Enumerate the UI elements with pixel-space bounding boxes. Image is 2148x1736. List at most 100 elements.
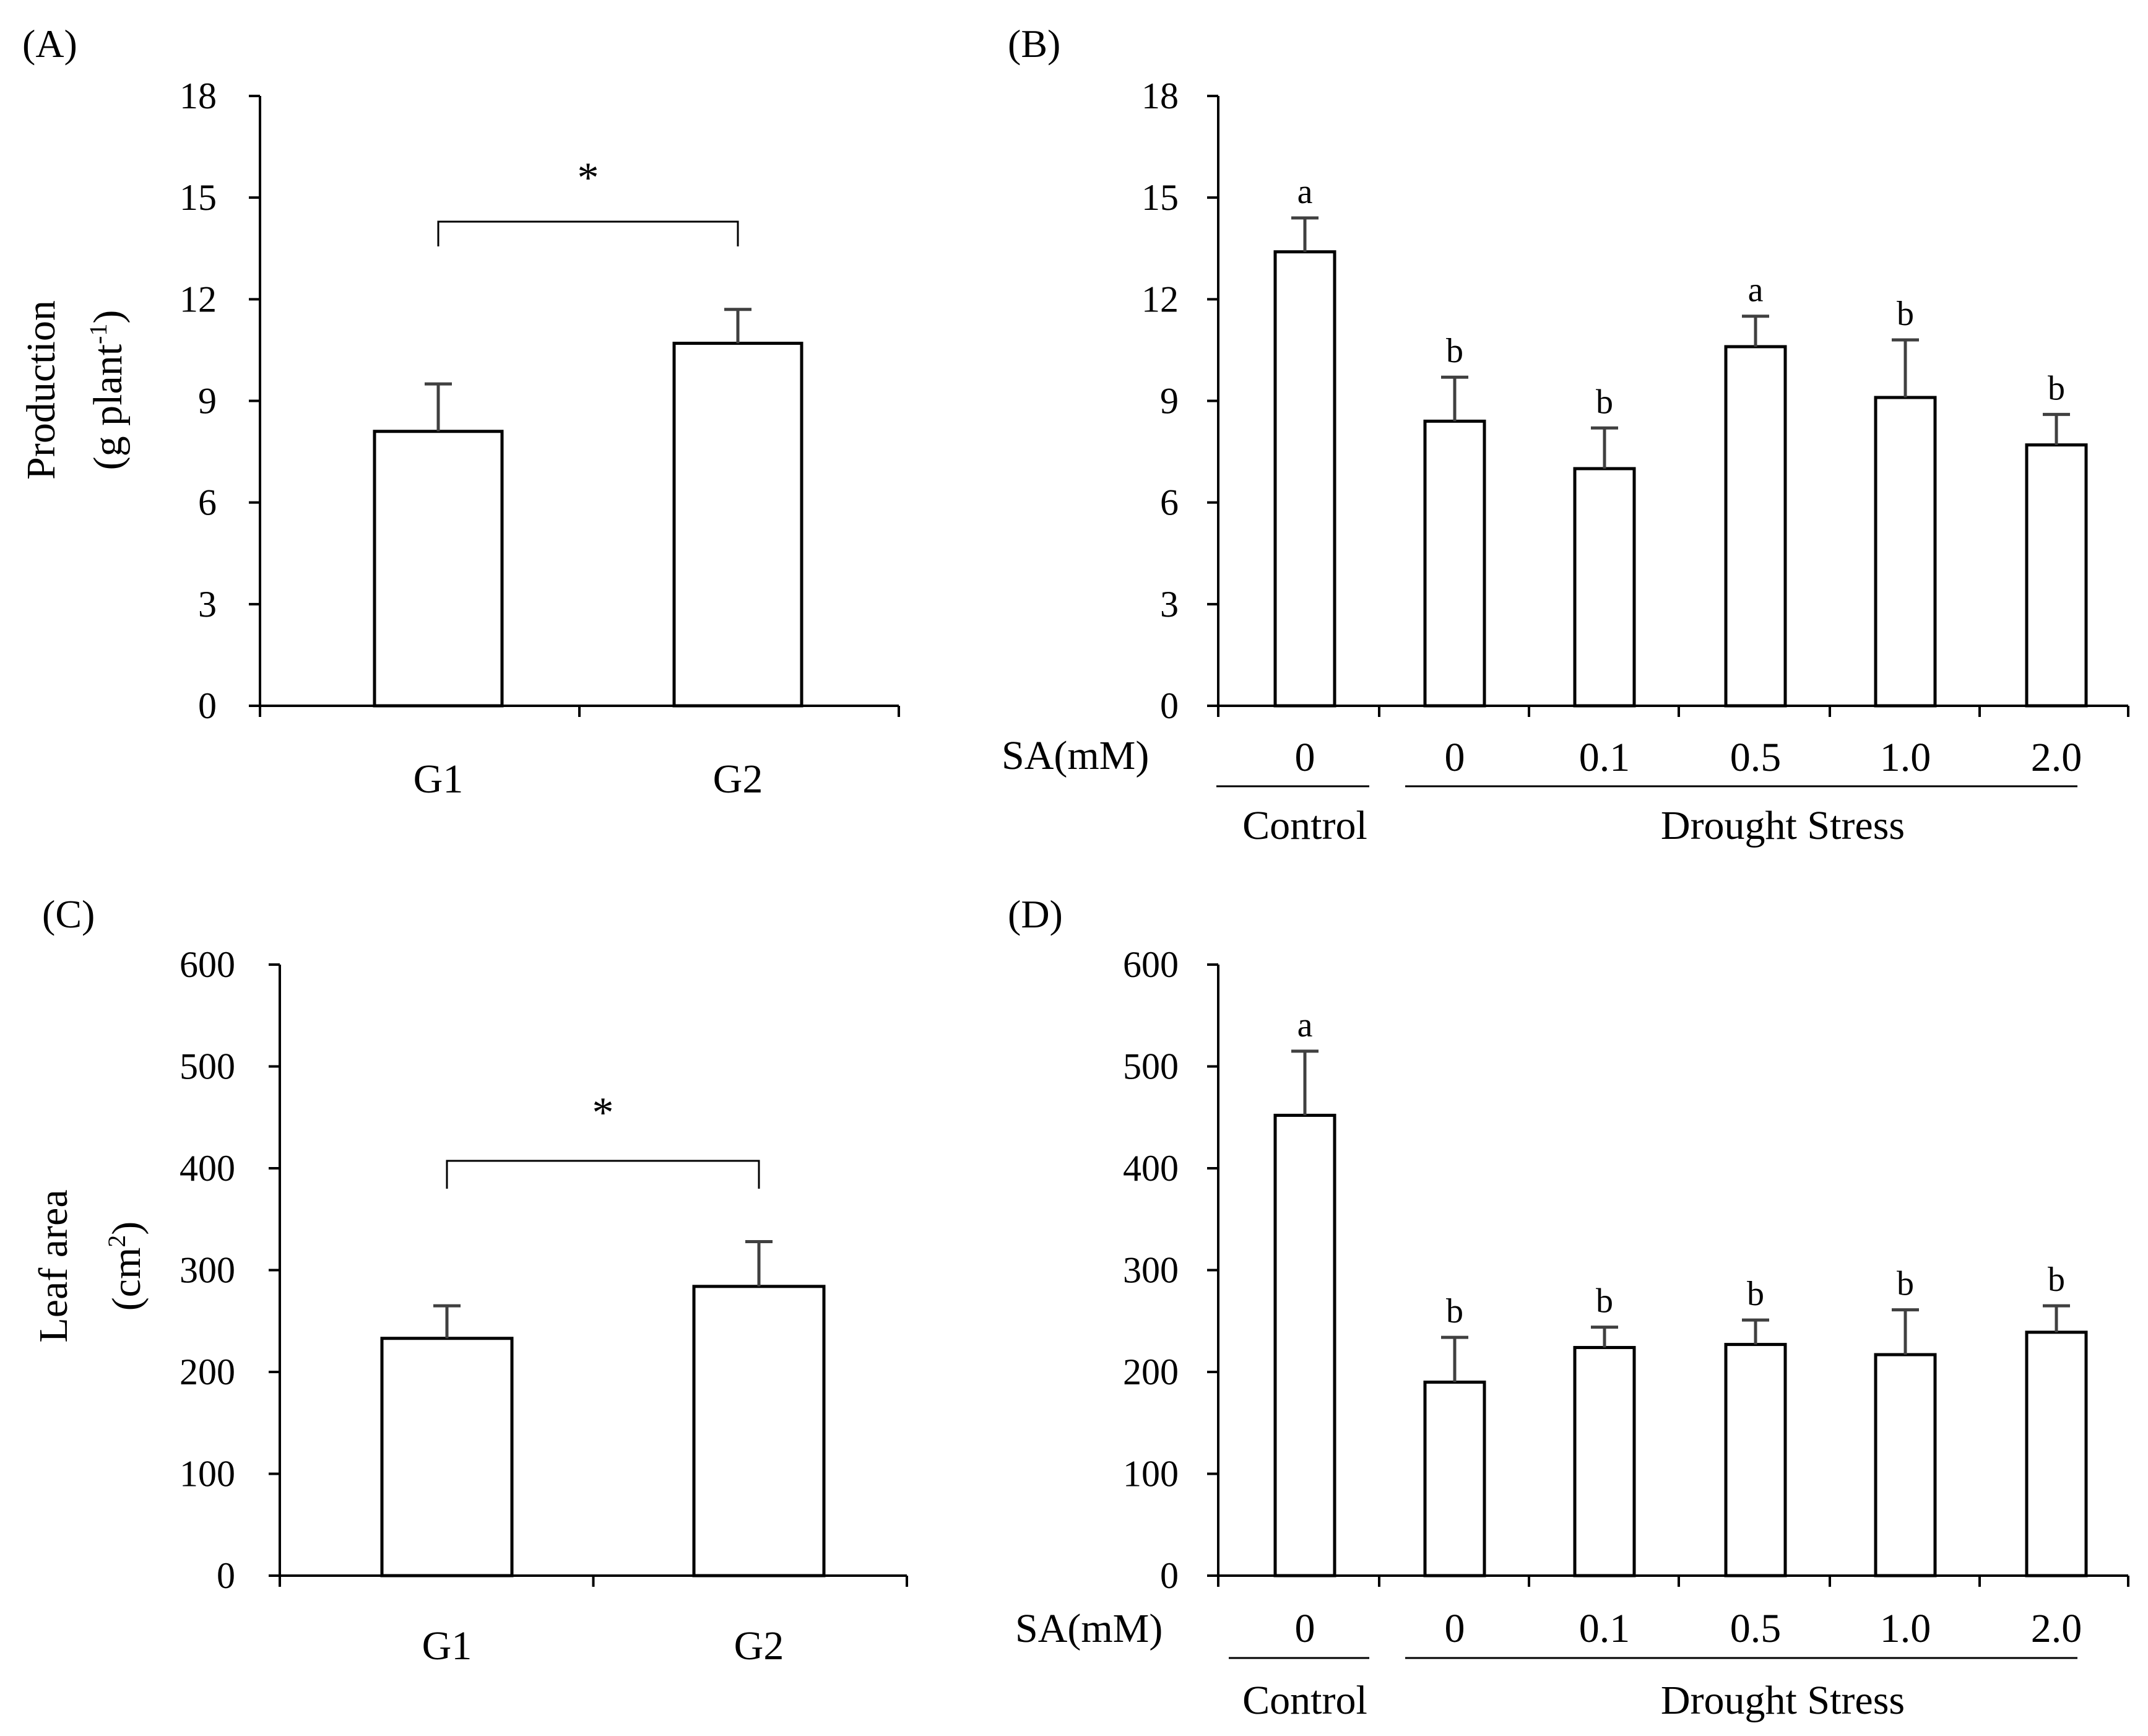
- bar: [672, 341, 803, 708]
- y-tick-label: 600: [1123, 944, 1179, 985]
- y-axis-title: Production: [19, 300, 64, 480]
- y-tick-label: 0: [198, 685, 217, 726]
- y-axis-title: Leaf area: [31, 1189, 76, 1342]
- x-category-label: 1.0: [1880, 735, 1931, 780]
- y-tick-label: 6: [1160, 482, 1179, 523]
- x-category-label: G1: [414, 757, 464, 802]
- significance-letter: a: [1297, 173, 1313, 211]
- y-axis-unit-main: (g plant: [85, 344, 131, 470]
- significance-letter: b: [1596, 1282, 1613, 1321]
- y-tick-label: 12: [180, 279, 217, 319]
- significance-letter: b: [2048, 369, 2065, 407]
- significance-letter: b: [1446, 332, 1463, 370]
- significance-letter: a: [1297, 1006, 1313, 1044]
- bar: [1273, 250, 1336, 708]
- bar: [1573, 467, 1636, 708]
- x-category-label: 0: [1295, 1606, 1315, 1651]
- x-category-label: 0.5: [1730, 735, 1782, 780]
- panel-a-production-by-genotype: (A) Production (g plant-1) 0 3 6 9 12 15 18 G1 G…: [19, 22, 900, 802]
- bar: [2025, 1330, 2088, 1578]
- y-tick-label: 3: [198, 584, 217, 625]
- bar: [692, 1285, 826, 1578]
- y-tick-label: 200: [1123, 1352, 1179, 1392]
- y-tick-label: 500: [1123, 1046, 1179, 1087]
- bar: [1423, 1380, 1486, 1578]
- y-axis-unit-superscript: 2: [103, 1235, 131, 1248]
- drought-group-label: Drought Stress: [1661, 1678, 1905, 1723]
- bar: [373, 430, 504, 708]
- y-axis-unit-close: ): [85, 310, 131, 324]
- x-category-label: 0.1: [1579, 1606, 1630, 1651]
- panel-label: (D): [1008, 892, 1063, 936]
- panel-label: (B): [1008, 22, 1060, 66]
- y-axis-title-line1: Leaf area: [31, 1189, 76, 1342]
- bar: [1573, 1346, 1636, 1578]
- significance-star: *: [592, 1089, 614, 1137]
- significance-bracket: [446, 1160, 760, 1189]
- y-tick-label: 9: [1160, 381, 1179, 422]
- significance-bracket: [437, 220, 739, 246]
- control-group-label: Control: [1242, 1678, 1367, 1723]
- x-category-label: 0: [1445, 735, 1465, 780]
- significance-letter: b: [1596, 383, 1613, 421]
- y-tick-label: 200: [180, 1352, 235, 1392]
- x-category-label: 2.0: [2031, 735, 2082, 780]
- y-tick-label: 12: [1141, 279, 1179, 319]
- bar: [1874, 1353, 1937, 1578]
- panel-label: (A): [22, 22, 77, 66]
- x-category-label: G1: [422, 1623, 472, 1669]
- sa-axis-title: SA(mM): [1002, 733, 1149, 778]
- y-tick-label: 3: [1160, 584, 1179, 625]
- y-tick-label: 600: [180, 944, 235, 985]
- y-axis-unit: (cm2): [103, 1222, 149, 1311]
- y-axis-unit-text: (cm2): [103, 1222, 149, 1311]
- significance-letter: b: [1897, 1265, 1914, 1303]
- y-axis-unit-main: (cm: [104, 1248, 149, 1311]
- x-category-label: 1.0: [1880, 1606, 1931, 1651]
- panel-c-leaf-area-by-genotype: (C) Leaf area (cm2) 0 100 200 300 400 500 600 G…: [31, 892, 908, 1669]
- y-tick-label: 15: [1141, 177, 1179, 218]
- x-category-label: 2.0: [2031, 1606, 2082, 1651]
- y-tick-label: 18: [180, 76, 217, 116]
- y-tick-label: 6: [198, 482, 217, 523]
- control-group-label: Control: [1242, 803, 1367, 848]
- bar: [2025, 443, 2088, 708]
- y-tick-label: 18: [1141, 76, 1179, 116]
- y-axis-unit-close: ): [104, 1222, 149, 1235]
- y-axis-unit: (g plant-1): [84, 310, 131, 471]
- x-category-label: G2: [734, 1623, 784, 1669]
- y-tick-label: 9: [198, 381, 217, 422]
- bar: [1724, 345, 1787, 708]
- significance-letter: b: [1897, 295, 1914, 333]
- drought-group-label: Drought Stress: [1661, 803, 1905, 848]
- significance-star: *: [578, 154, 599, 202]
- y-axis-unit-superscript: -1: [84, 324, 112, 344]
- x-category-label: 0.5: [1730, 1606, 1782, 1651]
- x-category-label: 0: [1445, 1606, 1465, 1651]
- y-tick-label: 15: [180, 177, 217, 218]
- y-axis-title-line1: Production: [19, 300, 64, 480]
- significance-letter: a: [1748, 271, 1764, 310]
- significance-letter: b: [2048, 1261, 2065, 1299]
- panel-label: (C): [42, 892, 95, 936]
- y-tick-label: 100: [1123, 1454, 1179, 1495]
- y-tick-label: 500: [180, 1046, 235, 1087]
- sa-axis-title: SA(mM): [1015, 1606, 1163, 1651]
- panel-d-leaf-area-by-treatment: (D) SA(mM) Control Drought Stress 0 100 20…: [1008, 892, 2129, 1723]
- y-tick-label: 0: [217, 1555, 235, 1596]
- bar: [1724, 1343, 1787, 1578]
- bar: [1273, 1113, 1336, 1578]
- panel-b-production-by-treatment: (B) SA(mM) Control Drought Stress 0 3 6 9 12…: [1002, 22, 2129, 848]
- significance-letter: b: [1446, 1292, 1463, 1330]
- y-tick-label: 300: [180, 1250, 235, 1291]
- x-category-label: 0: [1295, 735, 1315, 780]
- y-tick-label: 400: [180, 1148, 235, 1189]
- bar: [380, 1337, 514, 1578]
- x-category-label: G2: [713, 757, 763, 802]
- x-category-label: 0.1: [1579, 735, 1630, 780]
- bar: [1423, 419, 1486, 708]
- y-tick-label: 100: [180, 1454, 235, 1495]
- y-tick-label: 0: [1160, 1555, 1179, 1596]
